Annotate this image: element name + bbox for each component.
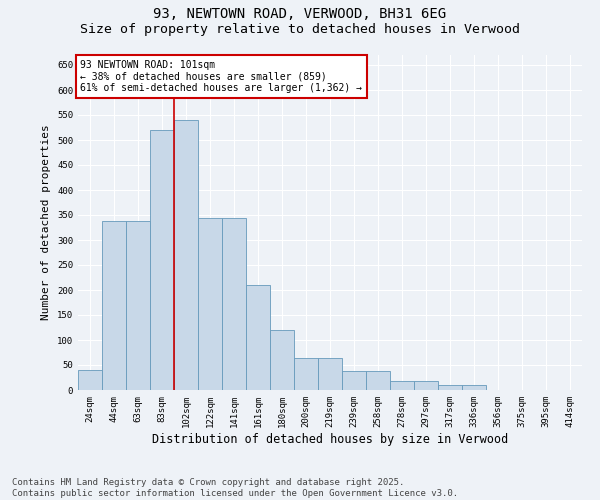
Bar [318,358,342,390]
Bar [390,381,414,390]
Bar [150,130,174,390]
Y-axis label: Number of detached properties: Number of detached properties [41,124,52,320]
Bar [342,371,366,390]
Bar [366,371,390,390]
Bar [246,285,270,390]
Bar [414,381,438,390]
Text: 93 NEWTOWN ROAD: 101sqm
← 38% of detached houses are smaller (859)
61% of semi-d: 93 NEWTOWN ROAD: 101sqm ← 38% of detache… [80,60,362,93]
Bar [438,385,462,390]
Bar [174,120,198,390]
Bar [126,221,150,390]
Text: Size of property relative to detached houses in Verwood: Size of property relative to detached ho… [80,22,520,36]
Text: 93, NEWTOWN ROAD, VERWOOD, BH31 6EG: 93, NEWTOWN ROAD, VERWOOD, BH31 6EG [154,8,446,22]
Bar [462,385,486,390]
Bar [102,221,126,390]
X-axis label: Distribution of detached houses by size in Verwood: Distribution of detached houses by size … [152,432,508,446]
Bar [198,218,222,390]
Bar [78,370,102,390]
Bar [294,358,318,390]
Bar [270,330,294,390]
Text: Contains HM Land Registry data © Crown copyright and database right 2025.
Contai: Contains HM Land Registry data © Crown c… [12,478,458,498]
Bar [222,218,246,390]
